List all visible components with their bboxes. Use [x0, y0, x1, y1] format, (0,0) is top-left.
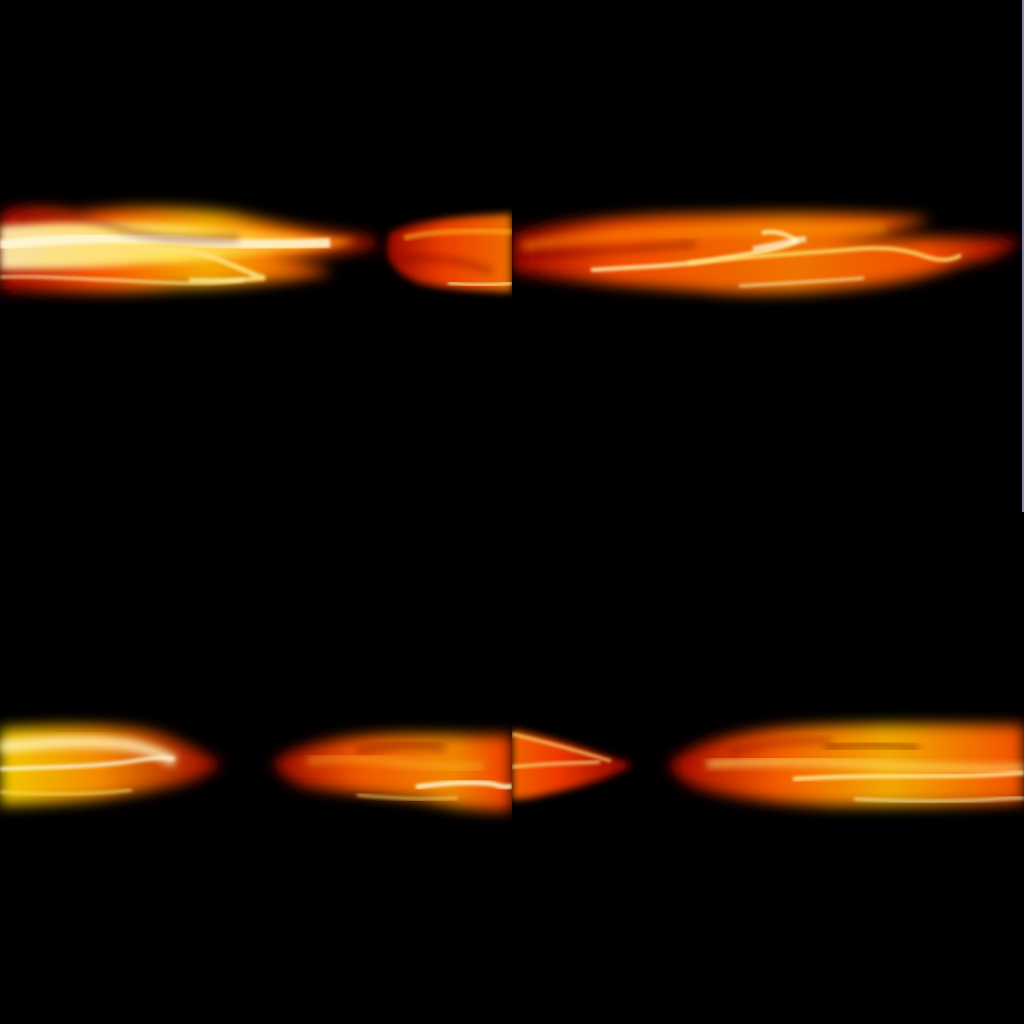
flame-render-bottom-right [512, 724, 1024, 806]
flame-render-top-left [0, 207, 512, 292]
flame-panel-bottom-left [0, 512, 512, 1024]
flame-panel-top-left [0, 0, 512, 512]
flame-render-bottom-left [0, 725, 512, 811]
flame-panel-bottom-right [512, 512, 1024, 1024]
flame-panel-top-right [512, 0, 1024, 512]
right-edge-highlight [1022, 0, 1024, 512]
flame-render-top-right [512, 212, 1020, 294]
